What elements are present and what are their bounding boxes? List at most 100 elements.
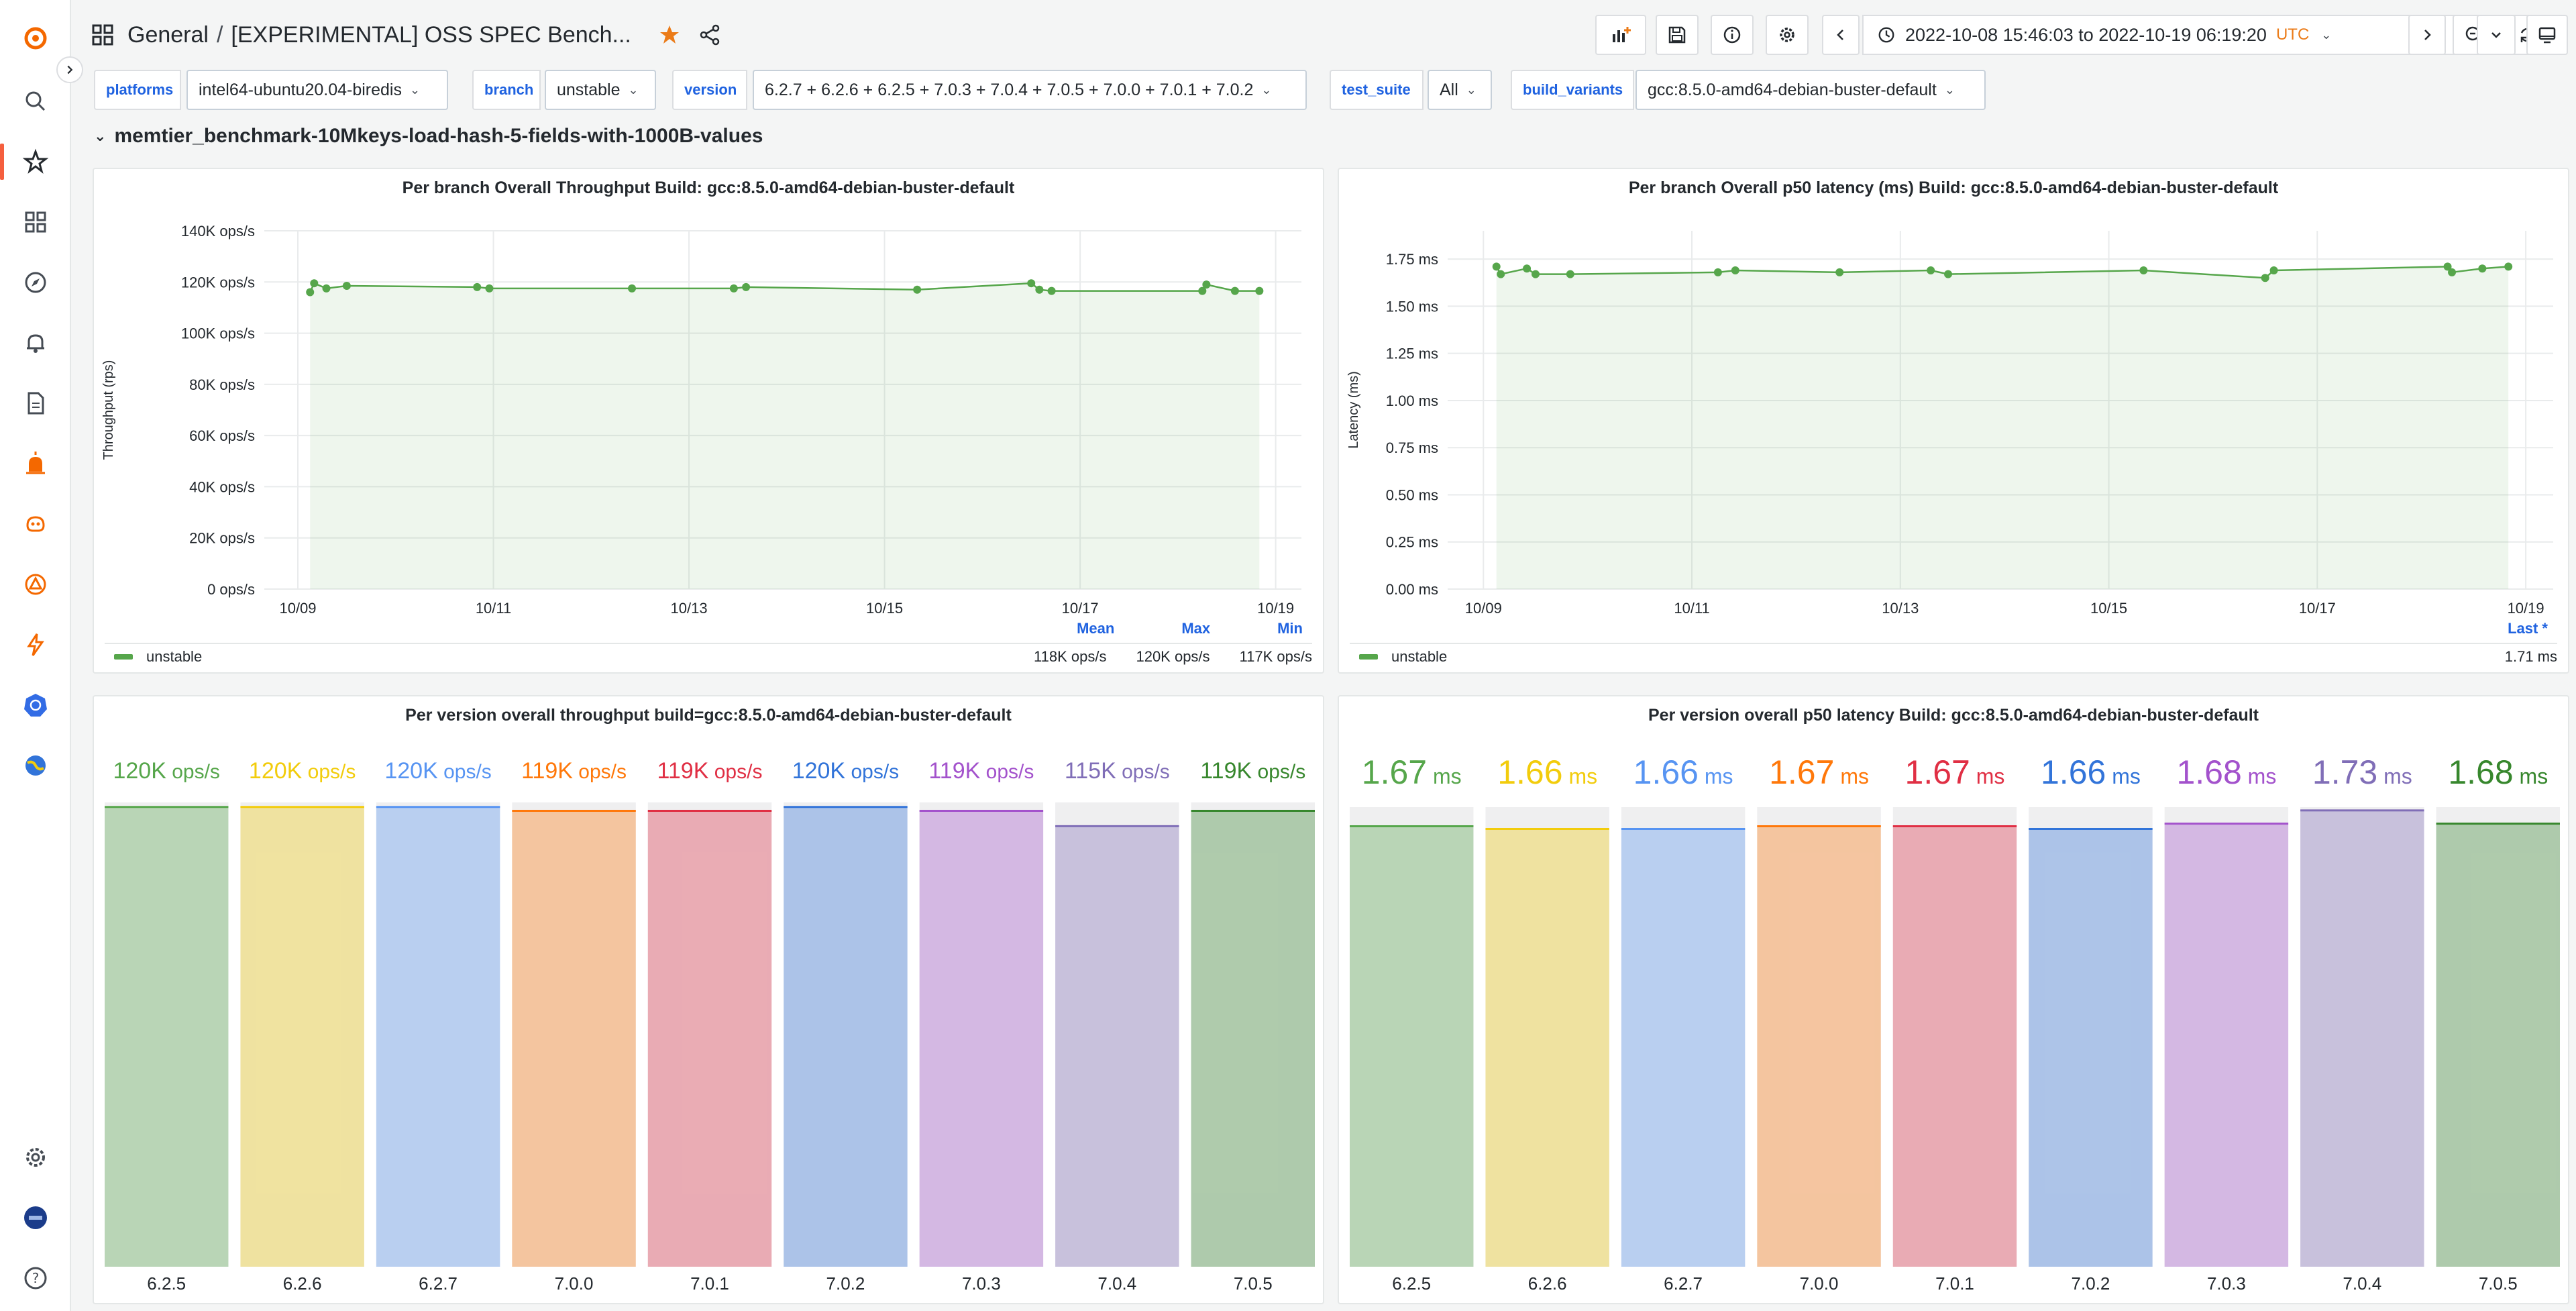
data-point[interactable] bbox=[1927, 266, 1935, 275]
legend-header-last[interactable]: Last * bbox=[2508, 620, 2548, 637]
oncall-alarm-icon[interactable] bbox=[17, 445, 54, 482]
data-point[interactable] bbox=[485, 284, 494, 293]
data-point[interactable] bbox=[2269, 266, 2278, 275]
var-select-build-variants[interactable]: gcc:8.5.0-amd64-debian-buster-default ⌄ bbox=[1635, 70, 1986, 110]
add-panel-button[interactable] bbox=[1595, 15, 1646, 55]
legend-header-max[interactable]: Max bbox=[1181, 620, 1211, 637]
breadcrumb-folder[interactable]: General bbox=[127, 21, 209, 48]
data-point[interactable] bbox=[2139, 266, 2148, 275]
save-dashboard-button[interactable] bbox=[1656, 15, 1699, 55]
data-point[interactable] bbox=[742, 282, 751, 291]
data-point[interactable] bbox=[1230, 286, 1239, 295]
data-point[interactable] bbox=[2448, 268, 2457, 276]
starred-icon[interactable] bbox=[17, 144, 54, 180]
bar[interactable] bbox=[1485, 828, 1609, 1267]
var-select-test-suite[interactable]: All ⌄ bbox=[1428, 70, 1492, 110]
bar[interactable] bbox=[1892, 825, 2017, 1267]
explore-icon[interactable] bbox=[17, 264, 54, 301]
data-point[interactable] bbox=[1047, 286, 1056, 295]
var-select-version[interactable]: 6.2.7 + 6.2.6 + 6.2.5 + 7.0.3 + 7.0.4 + … bbox=[753, 70, 1307, 110]
synthetic-monitoring-icon[interactable] bbox=[17, 566, 54, 602]
data-point[interactable] bbox=[2478, 264, 2487, 273]
dashboard-title[interactable]: [EXPERIMENTAL] OSS SPEC Bench... bbox=[231, 21, 631, 48]
dashboards-icon[interactable] bbox=[17, 204, 54, 240]
user-avatar-icon[interactable] bbox=[17, 1200, 54, 1236]
data-point[interactable] bbox=[1566, 270, 1574, 278]
data-point[interactable] bbox=[1523, 264, 1532, 273]
data-point[interactable] bbox=[729, 284, 738, 293]
bar[interactable] bbox=[240, 806, 364, 1267]
panel-latency-timeseries[interactable]: Per branch Overall p50 latency (ms) Buil… bbox=[1338, 168, 2569, 674]
legend-row[interactable]: unstable 118K ops/s 120K ops/s 117K ops/… bbox=[105, 643, 1312, 670]
data-point[interactable] bbox=[1035, 285, 1044, 294]
bar[interactable] bbox=[512, 810, 636, 1267]
panel-throughput-timeseries[interactable]: Per branch Overall Throughput Build: gcc… bbox=[93, 168, 1324, 674]
bar[interactable] bbox=[1055, 825, 1179, 1267]
data-point[interactable] bbox=[310, 279, 319, 288]
machine-learning-icon[interactable] bbox=[17, 506, 54, 542]
configuration-gear-icon[interactable] bbox=[17, 1139, 54, 1175]
panel-throughput-bars[interactable]: Per version overall throughput build=gcc… bbox=[93, 695, 1324, 1304]
var-select-branch[interactable]: unstable ⌄ bbox=[545, 70, 656, 110]
legend-header-min[interactable]: Min bbox=[1277, 620, 1303, 637]
bar[interactable] bbox=[105, 806, 229, 1267]
data-point[interactable] bbox=[1497, 270, 1505, 278]
data-point[interactable] bbox=[1944, 270, 1953, 278]
reports-document-icon[interactable] bbox=[17, 385, 54, 421]
dashboard-settings-button[interactable] bbox=[1766, 15, 1809, 55]
time-shift-back-button[interactable] bbox=[1822, 15, 1860, 55]
bar[interactable] bbox=[376, 806, 500, 1267]
bar[interactable] bbox=[1621, 828, 1746, 1267]
search-icon[interactable] bbox=[17, 83, 54, 119]
bar[interactable] bbox=[1350, 825, 1474, 1267]
data-point[interactable] bbox=[2443, 262, 2452, 271]
data-point[interactable] bbox=[1835, 268, 1844, 276]
data-point[interactable] bbox=[1027, 279, 1036, 288]
data-point[interactable] bbox=[2504, 262, 2513, 271]
help-icon[interactable]: ? bbox=[17, 1260, 54, 1296]
data-point[interactable] bbox=[1492, 262, 1501, 271]
data-point[interactable] bbox=[628, 284, 637, 293]
row-header[interactable]: ⌄ memtier_benchmark-10Mkeys-load-hash-5-… bbox=[94, 125, 763, 148]
legend-header-mean[interactable]: Mean bbox=[1077, 620, 1115, 637]
bar[interactable] bbox=[1191, 810, 1315, 1267]
data-point[interactable] bbox=[1713, 268, 1722, 276]
tv-mode-button[interactable] bbox=[2526, 15, 2568, 55]
dashboard-info-button[interactable] bbox=[1711, 15, 1754, 55]
alerting-bell-icon[interactable] bbox=[17, 325, 54, 361]
frontend-observability-icon[interactable] bbox=[17, 747, 54, 784]
legend-series-name[interactable]: unstable bbox=[1391, 648, 1448, 665]
refresh-interval-dropdown[interactable] bbox=[2477, 15, 2516, 55]
data-point[interactable] bbox=[342, 282, 351, 291]
data-point[interactable] bbox=[2261, 274, 2269, 282]
favorite-star-icon[interactable] bbox=[658, 23, 681, 46]
data-point[interactable] bbox=[913, 285, 922, 294]
bar[interactable] bbox=[784, 806, 908, 1267]
data-point[interactable] bbox=[473, 282, 482, 291]
var-select-platforms[interactable]: intel64-ubuntu20.04-biredis ⌄ bbox=[186, 70, 448, 110]
bar[interactable] bbox=[1757, 825, 1881, 1267]
bar[interactable] bbox=[2300, 809, 2424, 1267]
bar[interactable] bbox=[919, 810, 1044, 1267]
panel-latency-bars[interactable]: Per version overall p50 latency Build: g… bbox=[1338, 695, 2569, 1304]
bar[interactable] bbox=[2436, 823, 2560, 1267]
time-range-picker[interactable]: 2022-10-08 15:46:03 to 2022-10-19 06:19:… bbox=[1862, 15, 2458, 55]
data-point[interactable] bbox=[1531, 270, 1540, 278]
data-point[interactable] bbox=[1198, 286, 1207, 295]
expand-sidebar-button[interactable] bbox=[56, 56, 83, 83]
grafana-logo-icon[interactable] bbox=[17, 20, 54, 56]
legend-row[interactable]: unstable 1.71 ms bbox=[1350, 643, 2557, 670]
incident-bolt-icon[interactable] bbox=[17, 627, 54, 663]
bar[interactable] bbox=[2164, 823, 2289, 1267]
legend-series-name[interactable]: unstable bbox=[146, 648, 203, 665]
data-point[interactable] bbox=[322, 284, 331, 293]
data-point[interactable] bbox=[1202, 280, 1211, 289]
kubernetes-icon[interactable] bbox=[17, 687, 54, 723]
bar[interactable] bbox=[2029, 828, 2153, 1267]
share-icon[interactable] bbox=[698, 23, 721, 46]
bar[interactable] bbox=[647, 810, 772, 1267]
data-point[interactable] bbox=[1255, 286, 1264, 295]
data-point[interactable] bbox=[306, 288, 315, 297]
data-point[interactable] bbox=[1731, 266, 1739, 275]
time-shift-forward-button[interactable] bbox=[2408, 15, 2446, 55]
